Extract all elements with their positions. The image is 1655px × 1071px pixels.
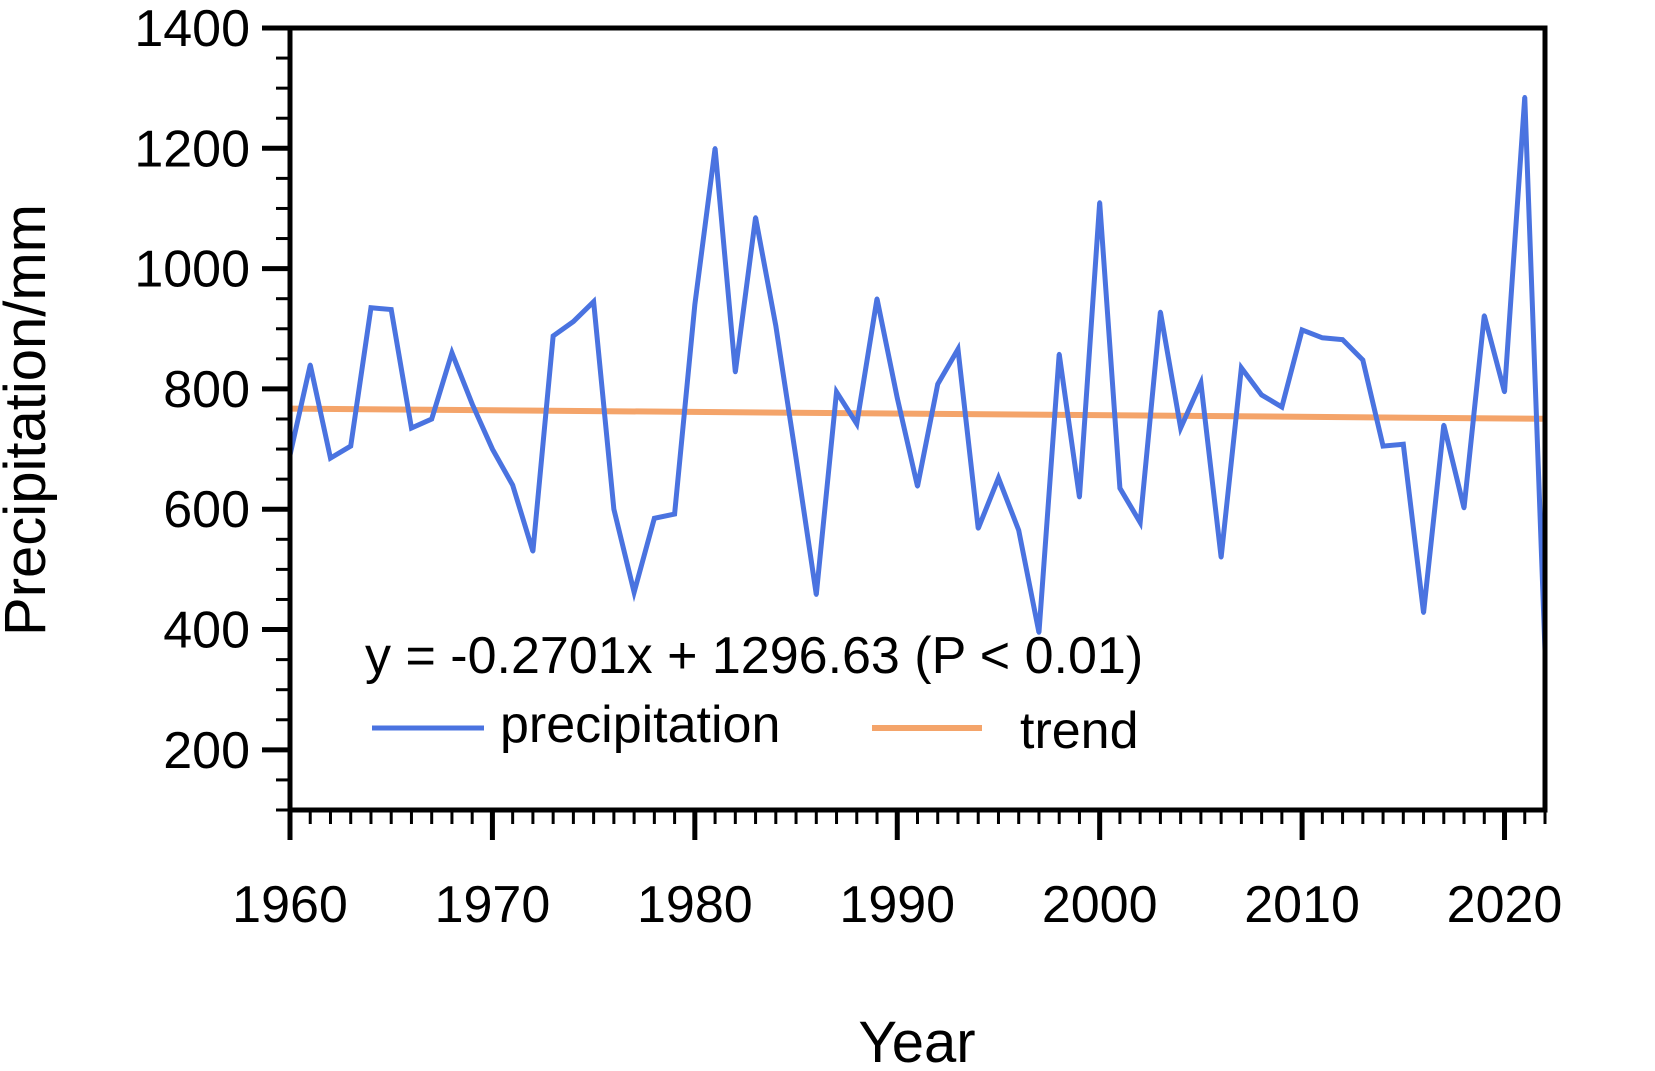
precipitation-point bbox=[854, 421, 859, 427]
precipitation-point bbox=[996, 475, 1001, 481]
precipitation-line bbox=[287, 97, 1548, 651]
precipitation-point bbox=[814, 592, 819, 597]
precipitation-point bbox=[834, 389, 839, 395]
precipitation-point bbox=[1441, 422, 1446, 428]
precipitation-point bbox=[733, 369, 738, 375]
precipitation-point bbox=[571, 319, 576, 324]
precipitation-points bbox=[287, 94, 1548, 653]
precipitation-point bbox=[631, 590, 637, 595]
precipitation-point bbox=[1522, 94, 1527, 100]
precipitation-point bbox=[1117, 485, 1123, 491]
precipitation-point bbox=[1218, 555, 1224, 560]
precipitation-point bbox=[1239, 365, 1244, 371]
x-tick-label: 2010 bbox=[1244, 876, 1360, 934]
precipitation-point bbox=[1482, 313, 1487, 318]
precipitation-point bbox=[935, 381, 940, 387]
precipitation-point bbox=[692, 302, 698, 307]
precipitation-point bbox=[1178, 425, 1183, 431]
precipitation-point bbox=[1198, 380, 1204, 386]
y-axis-title: Precipitation/mm bbox=[0, 204, 58, 636]
precipitation-point bbox=[1077, 495, 1082, 500]
precipitation-point bbox=[550, 333, 556, 339]
trend-equation: y = -0.2701x + 1296.63 (P < 0.01) bbox=[365, 627, 1143, 685]
precipitation-point bbox=[308, 362, 313, 368]
precipitation-point bbox=[1320, 335, 1325, 340]
precipitation-point bbox=[1036, 630, 1042, 635]
x-tick-label: 2020 bbox=[1447, 876, 1563, 934]
precipitation-point bbox=[1097, 200, 1102, 205]
precipitation-point bbox=[1299, 327, 1305, 333]
precipitation-point bbox=[793, 455, 799, 461]
precipitation-point bbox=[510, 482, 515, 488]
precipitation-point bbox=[409, 425, 414, 431]
y-tick-label: 1200 bbox=[134, 120, 250, 178]
precipitation-point bbox=[1259, 392, 1264, 398]
precipitation-point bbox=[955, 347, 961, 352]
precipitation-point bbox=[652, 516, 657, 521]
legend-trend-label: trend bbox=[1020, 702, 1139, 760]
y-tick-label: 1000 bbox=[134, 241, 250, 299]
x-axis-ticks: 1960 1970 1980 1990 2000 2010 2020 bbox=[232, 810, 1562, 934]
precipitation-point bbox=[672, 511, 677, 517]
precipitation-point bbox=[368, 305, 374, 310]
precipitation-point bbox=[389, 307, 394, 312]
precipitation-point bbox=[1380, 443, 1386, 449]
precipitation-point bbox=[895, 395, 900, 401]
precipitation-point bbox=[1421, 610, 1426, 615]
precipitation-point bbox=[591, 299, 596, 304]
precipitation-point bbox=[874, 296, 880, 301]
x-tick-label: 1960 bbox=[232, 876, 348, 934]
x-axis-title: Year bbox=[858, 1010, 975, 1071]
x-tick-label: 2000 bbox=[1042, 876, 1158, 934]
precipitation-point bbox=[1340, 337, 1345, 342]
precipitation-point bbox=[469, 401, 475, 407]
legend: precipitation trend bbox=[372, 696, 1139, 760]
precipitation-point bbox=[490, 446, 495, 452]
precipitation-point bbox=[1279, 404, 1285, 410]
y-tick-label: 200 bbox=[163, 722, 250, 780]
precipitation-point bbox=[449, 350, 455, 356]
x-tick-label: 1970 bbox=[435, 876, 551, 934]
y-tick-label: 600 bbox=[163, 481, 250, 539]
precipitation-point bbox=[1016, 528, 1021, 533]
precipitation-point bbox=[915, 484, 920, 489]
y-axis-ticks: 200 400 600 800 1000 1200 1400 bbox=[134, 0, 290, 812]
precipitation-point bbox=[530, 549, 536, 554]
legend-precipitation-label: precipitation bbox=[500, 696, 780, 754]
precipitation-point bbox=[1158, 309, 1163, 315]
precipitation-point bbox=[328, 455, 333, 461]
precipitation-point bbox=[348, 443, 353, 449]
precipitation-point bbox=[712, 146, 718, 151]
plot-frame bbox=[287, 25, 1548, 813]
precipitation-point bbox=[1461, 505, 1467, 511]
precipitation-point bbox=[753, 215, 758, 220]
x-tick-label: 1990 bbox=[839, 876, 955, 934]
precipitation-point bbox=[1056, 351, 1062, 357]
y-tick-label: 800 bbox=[163, 361, 250, 419]
precipitation-point bbox=[976, 526, 981, 531]
precipitation-point bbox=[1401, 442, 1406, 447]
precipitation-point bbox=[1137, 520, 1143, 525]
y-tick-label: 400 bbox=[163, 602, 250, 660]
precipitation-point bbox=[1502, 389, 1507, 395]
precipitation-point bbox=[1360, 357, 1366, 363]
precipitation-point bbox=[611, 507, 617, 512]
y-tick-label: 1400 bbox=[134, 0, 250, 58]
precipitation-point bbox=[773, 323, 779, 328]
x-tick-label: 1980 bbox=[637, 876, 753, 934]
precipitation-point bbox=[429, 416, 434, 422]
trend-line bbox=[289, 405, 1546, 422]
